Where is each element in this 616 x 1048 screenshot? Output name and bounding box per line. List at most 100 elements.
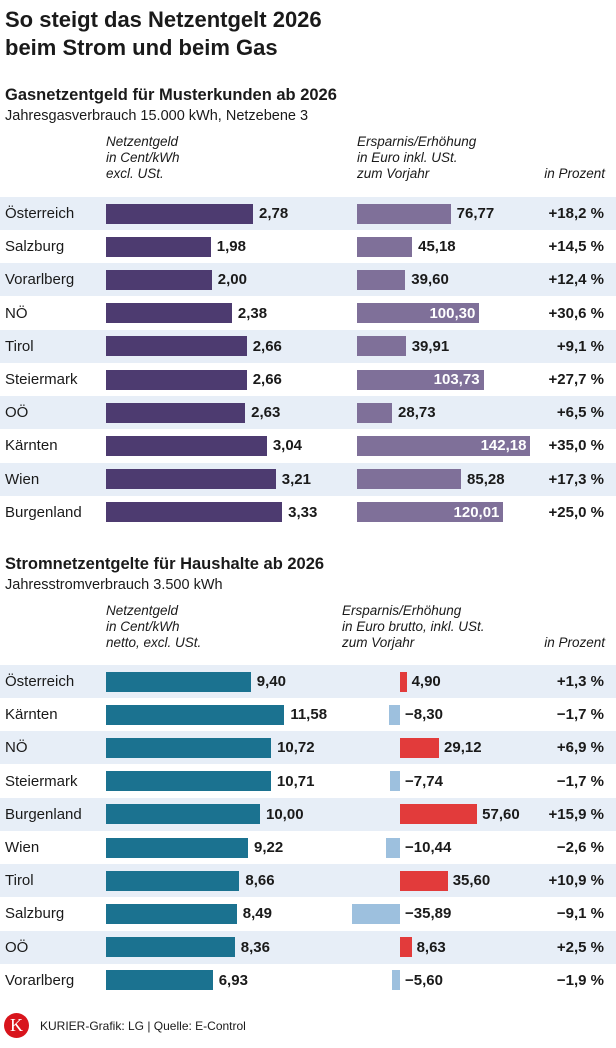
gas-change-bar xyxy=(357,269,406,290)
strom-section-subtitle: Jahresstromverbrauch 3.500 kWh xyxy=(5,577,223,593)
gas-percent-value: +14,5 % xyxy=(548,238,604,256)
gas-change-bar xyxy=(357,435,531,456)
gas-main-value: 2,63 xyxy=(251,404,281,422)
gas-main-bar xyxy=(106,369,247,390)
gas-main-value: 3,21 xyxy=(281,470,311,488)
strom-percent-value: −1,7 % xyxy=(556,772,604,790)
gas-percent-value: +6,5 % xyxy=(556,404,604,422)
gas-change-value: 142,18 xyxy=(480,437,527,455)
source-note: KURIER-Grafik: LG | Quelle: E-Control xyxy=(40,1019,246,1033)
strom-row-band xyxy=(0,731,616,765)
strom-main-value: 8,49 xyxy=(242,905,272,923)
strom-row-label: Vorarlberg xyxy=(5,971,75,989)
gas-row-label: Kärnten xyxy=(5,437,58,455)
gas-section-subtitle: Jahresgasverbrauch 15.000 kWh, Netzebene… xyxy=(5,108,309,124)
strom-main-value: 9,22 xyxy=(253,839,284,856)
gas-main-value: 2,66 xyxy=(252,371,282,388)
gas-main-bar xyxy=(106,303,232,324)
gas-change-value: 39,91 xyxy=(411,337,450,355)
strom-header-percent: in Prozent xyxy=(544,635,605,650)
gas-row-band xyxy=(0,197,616,230)
gas-change-value: 28,73 xyxy=(398,404,436,422)
strom-percent-value: −9,1 % xyxy=(556,905,604,923)
strom-change-value: 29,12 xyxy=(444,739,482,757)
gas-main-bar xyxy=(106,269,212,290)
strom-change-bar xyxy=(386,837,400,858)
strom-row-label: Wien xyxy=(5,839,40,856)
gas-row-label: Österreich xyxy=(5,205,75,222)
gas-main-bar xyxy=(106,203,254,224)
gas-change-bar xyxy=(357,236,413,257)
strom-percent-value: +6,9 % xyxy=(556,739,604,757)
gas-row-label: Vorarlberg xyxy=(5,271,75,289)
gas-percent-value: +9,1 % xyxy=(556,337,604,355)
strom-main-value: 10,00 xyxy=(266,805,304,823)
strom-main-value: 6,93 xyxy=(218,971,248,989)
strom-main-value: 8,66 xyxy=(245,872,275,890)
gas-row-label: OÖ xyxy=(5,404,29,422)
strom-change-bar xyxy=(389,771,400,792)
strom-row-band xyxy=(0,797,616,831)
gas-header-change: Ersparnis/Erhöhung in Euro inkl. USt. zu… xyxy=(357,134,477,181)
strom-change-bar xyxy=(388,704,400,725)
strom-percent-value: −2,6 % xyxy=(556,839,604,856)
strom-change-value: 57,60 xyxy=(482,805,520,823)
gas-change-bar xyxy=(357,336,406,357)
gas-main-value: 3,04 xyxy=(272,437,303,455)
gas-change-value: 45,18 xyxy=(418,238,456,256)
gas-change-value: 100,30 xyxy=(429,304,476,322)
strom-main-value: 11,58 xyxy=(290,706,328,724)
strom-row-label: Tirol xyxy=(5,872,34,890)
strom-main-value: 9,40 xyxy=(256,673,286,690)
strom-main-bar xyxy=(106,671,251,692)
gas-row-label: Wien xyxy=(5,470,40,488)
gas-percent-value: +30,6 % xyxy=(548,304,604,322)
strom-change-bar xyxy=(400,870,448,891)
strom-main-bar xyxy=(106,737,272,758)
gas-main-bar xyxy=(106,469,276,490)
strom-main-bar xyxy=(106,870,240,891)
gas-change-value: 120,01 xyxy=(453,503,500,521)
strom-main-bar xyxy=(106,704,285,725)
strom-header-change: Ersparnis/Erhöhung in Euro brutto, inkl.… xyxy=(342,603,485,650)
strom-main-bar xyxy=(106,970,213,991)
gas-percent-value: +27,7 % xyxy=(548,371,604,388)
gas-change-value: 39,60 xyxy=(411,271,449,289)
gas-main-value: 2,66 xyxy=(252,337,282,355)
gas-row-band xyxy=(0,462,616,496)
gas-change-bar xyxy=(357,369,484,390)
main-title: So steigt das Netzentgelt 2026 beim Stro… xyxy=(5,7,322,60)
strom-percent-value: +2,5 % xyxy=(556,938,604,956)
gas-change-value: 103,73 xyxy=(433,371,480,388)
gas-change-bar xyxy=(357,402,393,423)
strom-row-band xyxy=(0,864,616,898)
gas-change-bar xyxy=(357,502,504,523)
strom-main-bar xyxy=(106,804,260,825)
strom-row-label: Österreich xyxy=(5,673,75,690)
strom-percent-value: +10,9 % xyxy=(548,872,604,890)
gas-row-band xyxy=(0,396,616,430)
gas-percent-value: +35,0 % xyxy=(548,437,604,455)
gas-header-percent: in Prozent xyxy=(544,166,605,181)
strom-change-value: −10,44 xyxy=(405,839,452,856)
strom-change-value: −7,74 xyxy=(405,772,443,790)
gas-change-value: 85,28 xyxy=(467,470,505,488)
strom-row-label: Burgenland xyxy=(5,805,82,823)
gas-main-value: 3,33 xyxy=(288,503,318,521)
gas-row-label: Burgenland xyxy=(5,503,82,521)
strom-percent-value: +15,9 % xyxy=(548,805,604,823)
strom-row-band xyxy=(0,930,616,964)
strom-change-value: 8,63 xyxy=(416,938,446,956)
strom-change-value: −35,89 xyxy=(405,905,452,923)
strom-main-value: 10,71 xyxy=(276,772,315,790)
gas-change-bar xyxy=(357,203,451,224)
strom-percent-value: −1,9 % xyxy=(556,971,604,989)
gas-row-band xyxy=(0,263,616,297)
gas-main-bar xyxy=(106,236,211,257)
strom-main-bar xyxy=(106,903,237,924)
gas-row-label: Salzburg xyxy=(5,238,65,256)
gas-row-label: NÖ xyxy=(5,304,28,322)
strom-change-bar xyxy=(392,970,400,991)
strom-percent-value: −1,7 % xyxy=(556,706,604,724)
